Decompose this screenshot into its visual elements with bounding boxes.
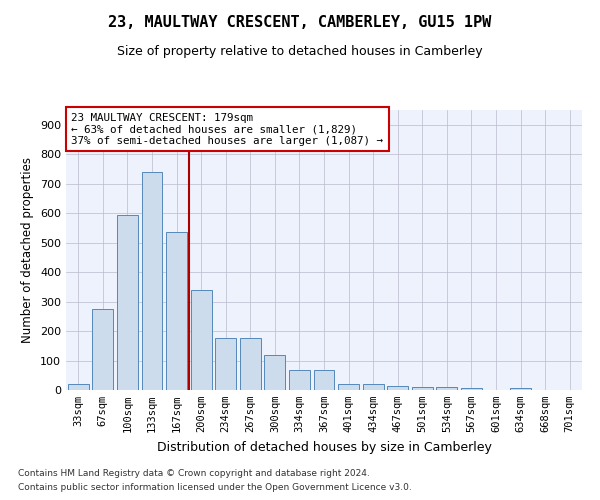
Bar — [289, 370, 310, 390]
Bar — [215, 338, 236, 390]
Bar — [510, 388, 531, 390]
Text: 23 MAULTWAY CRESCENT: 179sqm
← 63% of detached houses are smaller (1,829)
37% of: 23 MAULTWAY CRESCENT: 179sqm ← 63% of de… — [71, 113, 383, 146]
Bar — [314, 370, 334, 390]
Bar — [412, 387, 433, 390]
Text: 23, MAULTWAY CRESCENT, CAMBERLEY, GU15 1PW: 23, MAULTWAY CRESCENT, CAMBERLEY, GU15 1… — [109, 15, 491, 30]
Text: Contains HM Land Registry data © Crown copyright and database right 2024.: Contains HM Land Registry data © Crown c… — [18, 468, 370, 477]
Bar — [265, 355, 286, 390]
Bar — [166, 232, 187, 390]
Bar — [191, 290, 212, 390]
Bar — [362, 384, 383, 390]
Text: Contains public sector information licensed under the Open Government Licence v3: Contains public sector information licen… — [18, 484, 412, 492]
X-axis label: Distribution of detached houses by size in Camberley: Distribution of detached houses by size … — [157, 440, 491, 454]
Bar — [436, 387, 457, 390]
Bar — [92, 309, 113, 390]
Text: Size of property relative to detached houses in Camberley: Size of property relative to detached ho… — [117, 45, 483, 58]
Bar — [117, 214, 138, 390]
Bar — [338, 384, 359, 390]
Y-axis label: Number of detached properties: Number of detached properties — [22, 157, 34, 343]
Bar — [387, 386, 408, 390]
Bar — [142, 172, 163, 390]
Bar — [461, 388, 482, 390]
Bar — [240, 338, 261, 390]
Bar — [68, 384, 89, 390]
